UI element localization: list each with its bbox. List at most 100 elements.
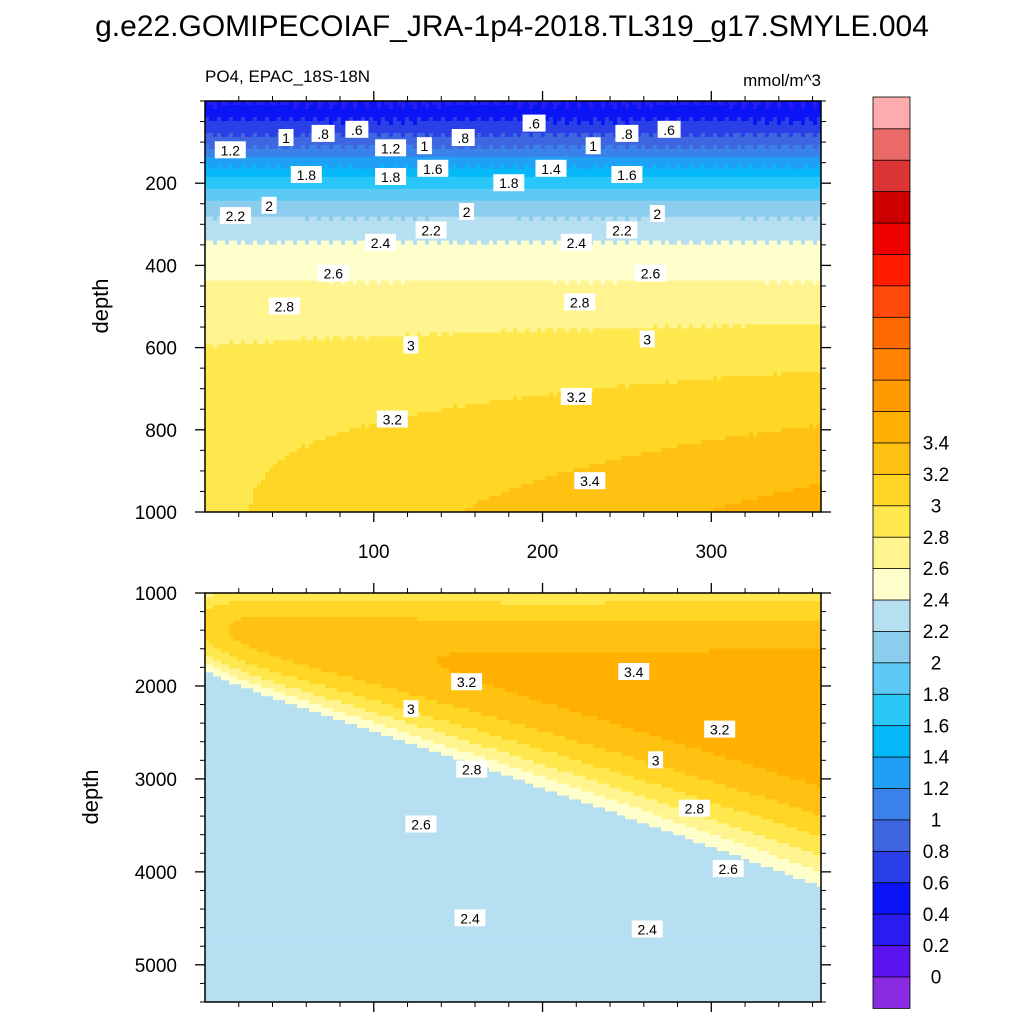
field-cell [685, 224, 690, 230]
field-cell [301, 148, 306, 154]
field-cell [377, 101, 382, 106]
field-cell [365, 156, 370, 162]
field-cell [565, 164, 570, 170]
field-cell [385, 204, 390, 210]
field-cell [817, 120, 821, 126]
field-cell [473, 160, 478, 166]
field-cell [789, 108, 794, 114]
field-cell [413, 156, 418, 162]
field-cell [525, 144, 530, 150]
field-cell [337, 124, 342, 130]
field-cell [369, 216, 374, 222]
field-cell [737, 156, 742, 162]
field-cell [513, 140, 518, 146]
field-cell [377, 184, 382, 190]
field-cell [617, 104, 622, 110]
field-cell [389, 192, 394, 198]
field-cell [665, 144, 670, 150]
field-cell [429, 212, 434, 218]
field-cell [525, 164, 530, 170]
field-cell [797, 180, 802, 186]
field-cell [513, 116, 518, 122]
field-cell [809, 216, 814, 222]
field-cell [489, 204, 494, 210]
field-cell [613, 208, 618, 214]
field-cell [685, 216, 690, 222]
field-cell [609, 176, 614, 182]
field-cell [549, 188, 554, 194]
field-cell [609, 168, 614, 174]
field-cell [413, 192, 418, 198]
field-cell [293, 224, 298, 230]
field-cell [501, 108, 506, 114]
field-cell [793, 160, 798, 166]
field-cell [241, 101, 246, 106]
field-cell [749, 216, 754, 222]
field-cell [709, 216, 714, 222]
field-cell [529, 208, 534, 214]
field-cell [617, 196, 622, 202]
field-cell [809, 212, 814, 218]
field-cell [549, 192, 554, 198]
field-cell [349, 192, 354, 198]
field-cell [473, 208, 478, 214]
field-cell [753, 124, 758, 130]
field-cell [229, 120, 234, 126]
field-cell [325, 168, 330, 174]
field-cell [725, 184, 730, 190]
field-cell [589, 196, 594, 202]
field-cell [297, 112, 302, 118]
field-cell [609, 124, 614, 130]
field-cell [557, 176, 562, 182]
field-cell [601, 104, 606, 110]
field-cell [565, 224, 570, 230]
field-cell [505, 136, 510, 142]
field-cell [629, 184, 634, 190]
field-cell [341, 228, 346, 234]
field-cell [801, 176, 806, 182]
field-cell [713, 152, 718, 158]
field-cell [481, 176, 486, 182]
field-cell [565, 168, 570, 174]
field-cell [457, 160, 462, 166]
field-cell [385, 196, 390, 202]
field-cell [497, 140, 502, 146]
field-cell [753, 160, 758, 166]
field-cell [485, 184, 490, 190]
field-cell [817, 168, 821, 174]
field-cell [689, 140, 694, 146]
field-cell [805, 220, 810, 226]
field-cell [721, 156, 726, 162]
field-cell [477, 152, 482, 158]
field-cell [685, 176, 690, 182]
field-cell [685, 112, 690, 118]
field-cell [653, 144, 658, 150]
field-cell [321, 176, 326, 182]
field-cell [673, 144, 678, 150]
field-cell [721, 184, 726, 190]
field-cell [813, 168, 818, 174]
field-cell [725, 104, 730, 110]
field-cell [565, 152, 570, 158]
field-cell [273, 216, 278, 222]
field-cell [213, 228, 218, 234]
field-cell [617, 184, 622, 190]
field-cell [341, 188, 346, 194]
field-cell [765, 212, 770, 218]
field-cell [221, 168, 226, 174]
field-cell [385, 228, 390, 234]
field-cell [605, 112, 610, 118]
field-cell [393, 220, 398, 226]
field-cell [301, 144, 306, 150]
field-cell [505, 200, 510, 206]
field-cell [601, 101, 606, 106]
field-cell [217, 164, 222, 170]
field-cell [269, 148, 274, 154]
field-cell [353, 208, 358, 214]
field-cell [505, 196, 510, 202]
field-cell [473, 192, 478, 198]
field-cell [209, 192, 214, 198]
field-cell [701, 176, 706, 182]
field-cell [529, 188, 534, 194]
field-cell [541, 148, 546, 154]
